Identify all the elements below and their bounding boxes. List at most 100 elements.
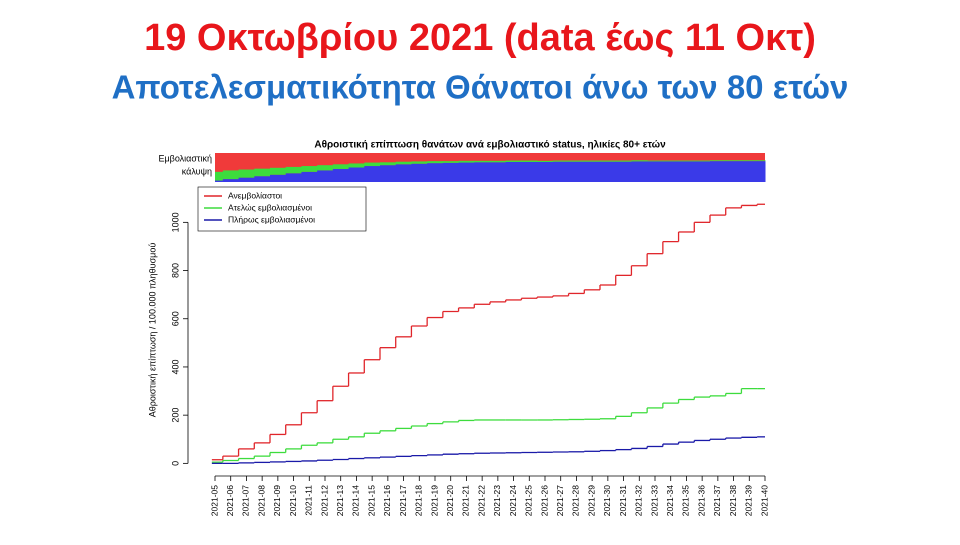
x-tick-label: 2021-21 bbox=[461, 485, 471, 516]
y-tick-label: 200 bbox=[170, 408, 180, 423]
coverage-partial bbox=[348, 163, 365, 168]
x-tick-label: 2021-24 bbox=[508, 485, 518, 516]
coverage-partial bbox=[222, 170, 240, 180]
x-tick-label: 2021-38 bbox=[728, 485, 738, 516]
coverage-partial bbox=[427, 161, 444, 164]
legend-label: Ατελώς εμβολιασμένοι bbox=[228, 202, 312, 212]
coverage-full bbox=[678, 161, 695, 182]
x-tick-label: 2021-36 bbox=[696, 485, 706, 516]
coverage-partial bbox=[301, 166, 318, 172]
coverage-full bbox=[662, 161, 680, 182]
coverage-full bbox=[332, 168, 350, 182]
coverage-partial bbox=[552, 160, 570, 162]
coverage-full bbox=[474, 162, 491, 182]
coverage-full bbox=[741, 161, 758, 182]
x-tick-label: 2021-16 bbox=[382, 485, 392, 516]
x-tick-label: 2021-22 bbox=[476, 485, 486, 516]
x-tick-label: 2021-34 bbox=[665, 485, 675, 516]
x-tick-label: 2021-18 bbox=[414, 485, 424, 516]
coverage-partial bbox=[694, 160, 711, 162]
coverage-partial bbox=[395, 161, 412, 165]
x-tick-label: 2021-40 bbox=[759, 485, 769, 516]
x-tick-label: 2021-39 bbox=[744, 485, 754, 516]
coverage-partial bbox=[662, 160, 680, 162]
coverage-partial bbox=[505, 160, 522, 162]
y-tick-label: 1000 bbox=[170, 212, 180, 232]
x-tick-label: 2021-19 bbox=[429, 485, 439, 516]
coverage-partial bbox=[411, 161, 428, 164]
x-tick-label: 2021-12 bbox=[319, 485, 329, 516]
x-tick-label: 2021-25 bbox=[524, 485, 534, 516]
coverage-partial bbox=[725, 160, 742, 162]
coverage-partial bbox=[757, 160, 766, 162]
coverage-partial bbox=[631, 160, 648, 162]
coverage-partial bbox=[254, 168, 271, 177]
coverage-partial bbox=[270, 167, 287, 175]
x-tick-label: 2021-33 bbox=[649, 485, 659, 516]
x-tick-label: 2021-29 bbox=[586, 485, 596, 516]
legend-label: Πλήρως εμβολιασμένοι bbox=[228, 214, 315, 224]
coverage-full bbox=[615, 161, 632, 182]
coverage-full bbox=[285, 173, 302, 182]
coverage-partial bbox=[537, 160, 554, 162]
coverage-partial bbox=[741, 160, 758, 162]
coverage-full bbox=[380, 165, 397, 182]
coverage-full bbox=[348, 167, 365, 182]
x-tick-label: 2021-37 bbox=[712, 485, 722, 516]
x-tick-label: 2021-27 bbox=[555, 485, 565, 516]
coverage-partial bbox=[458, 160, 475, 163]
coverage-full bbox=[568, 161, 585, 182]
x-tick-label: 2021-26 bbox=[539, 485, 549, 516]
y-tick-label: 800 bbox=[170, 263, 180, 278]
coverage-label: κάλυψη bbox=[182, 166, 212, 176]
coverage-full bbox=[631, 161, 648, 182]
coverage-partial bbox=[442, 161, 460, 163]
coverage-partial bbox=[647, 160, 664, 162]
coverage-full bbox=[222, 179, 240, 182]
coverage-full bbox=[364, 166, 381, 182]
legend-label: Ανεμβολίαστοι bbox=[228, 190, 282, 200]
x-tick-label: 2021-28 bbox=[571, 485, 581, 516]
coverage-partial bbox=[332, 164, 350, 169]
coverage-partial bbox=[600, 160, 617, 162]
coverage-full bbox=[537, 161, 554, 182]
x-tick-label: 2021-31 bbox=[618, 485, 628, 516]
x-tick-label: 2021-30 bbox=[602, 485, 612, 516]
coverage-full bbox=[757, 161, 766, 182]
coverage-full bbox=[725, 161, 742, 182]
coverage-partial bbox=[584, 160, 601, 162]
y-tick-label: 600 bbox=[170, 311, 180, 326]
coverage-full bbox=[238, 177, 255, 182]
coverage-full bbox=[442, 162, 460, 182]
coverage-full bbox=[395, 164, 412, 182]
coverage-partial bbox=[490, 160, 507, 163]
x-tick-label: 2021-35 bbox=[681, 485, 691, 516]
chart-title: Αθροιστική επίπτωση θανάτων ανά εμβολιασ… bbox=[314, 140, 666, 151]
coverage-full bbox=[301, 171, 318, 182]
coverage-partial bbox=[364, 162, 381, 167]
y-tick-label: 400 bbox=[170, 359, 180, 374]
x-tick-label: 2021-13 bbox=[335, 485, 345, 516]
x-tick-label: 2021-08 bbox=[256, 485, 266, 516]
x-tick-label: 2021-10 bbox=[288, 485, 298, 516]
slide-title: 19 Οκτωβρίου 2021 (data έως 11 Οκτ) bbox=[144, 17, 816, 59]
coverage-partial bbox=[568, 160, 585, 162]
x-tick-label: 2021-15 bbox=[366, 485, 376, 516]
coverage-partial bbox=[474, 160, 491, 163]
coverage-partial bbox=[678, 160, 695, 162]
coverage-full bbox=[552, 161, 570, 182]
y-tick-label: 0 bbox=[170, 461, 180, 466]
coverage-full bbox=[254, 176, 271, 182]
coverage-partial bbox=[317, 165, 334, 171]
coverage-full bbox=[427, 163, 444, 182]
coverage-full bbox=[584, 161, 601, 182]
x-tick-label: 2021-06 bbox=[225, 485, 235, 516]
coverage-partial bbox=[521, 160, 538, 162]
coverage-partial bbox=[615, 160, 632, 162]
x-tick-label: 2021-05 bbox=[209, 485, 219, 516]
coverage-full bbox=[521, 161, 538, 182]
x-tick-label: 2021-32 bbox=[634, 485, 644, 516]
x-tick-label: 2021-07 bbox=[241, 485, 251, 516]
x-tick-label: 2021-20 bbox=[445, 485, 455, 516]
